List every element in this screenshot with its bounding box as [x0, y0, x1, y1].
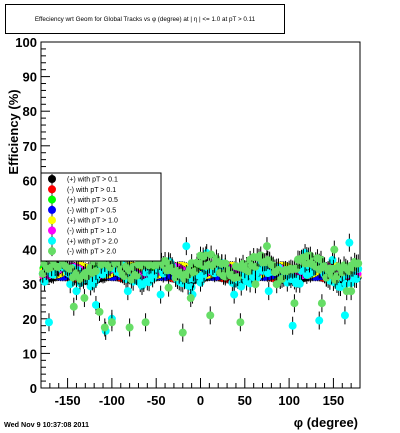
- x-tick-label: 50: [238, 393, 252, 408]
- x-tick-label: -100: [99, 393, 125, 408]
- data-point: [272, 280, 281, 289]
- data-point: [290, 299, 299, 308]
- data-point: [347, 287, 356, 296]
- data-point: [178, 328, 187, 337]
- legend-marker: [48, 175, 56, 183]
- x-tick-label: 100: [278, 393, 300, 408]
- data-point: [156, 290, 165, 299]
- data-point: [191, 267, 200, 276]
- y-tick-label: 10: [23, 346, 37, 361]
- legend-marker: [48, 185, 56, 194]
- y-tick-label: 50: [23, 208, 37, 223]
- timestamp: Wed Nov 9 10:37:08 2011: [4, 420, 89, 429]
- y-tick-label: 90: [23, 70, 37, 85]
- x-tick-label: 150: [323, 393, 345, 408]
- data-point: [91, 300, 100, 309]
- data-point: [352, 274, 361, 283]
- y-tick-label: 0: [30, 381, 37, 396]
- legend-marker: [48, 236, 56, 245]
- legend-marker: [48, 247, 56, 256]
- chart-title: Effeciency wrt Geom for Global Tracks vs…: [34, 15, 256, 23]
- data-point: [123, 287, 132, 296]
- data-point: [186, 294, 195, 303]
- data-point: [72, 287, 81, 296]
- data-point: [125, 323, 134, 332]
- data-point: [340, 311, 349, 320]
- data-point: [288, 321, 297, 330]
- data-point: [244, 267, 253, 276]
- data-point: [80, 294, 89, 303]
- data-point: [251, 280, 260, 289]
- data-point: [206, 311, 215, 320]
- y-tick-label: 20: [23, 312, 37, 327]
- data-point: [107, 318, 116, 327]
- data-point: [53, 262, 62, 271]
- data-point: [256, 251, 265, 260]
- y-tick-label: 70: [23, 139, 37, 154]
- data-point: [262, 242, 271, 251]
- x-axis-label: φ (degree): [294, 415, 358, 430]
- data-point: [69, 302, 78, 311]
- legend-label: (+) with pT > 1.0: [67, 218, 118, 225]
- legend-label: (-) with pT > 0.5: [67, 207, 116, 214]
- y-tick-label: 30: [23, 277, 37, 292]
- data-point: [264, 287, 273, 296]
- data-point: [317, 299, 326, 308]
- legend-label: (+) with pT > 0.5: [67, 197, 118, 204]
- y-tick-label: 80: [23, 104, 37, 119]
- x-tick-label: -150: [55, 393, 81, 408]
- data-point: [305, 259, 314, 268]
- data-points: [38, 233, 363, 342]
- y-axis-label: Efficiency (%): [6, 89, 21, 174]
- data-point: [132, 271, 141, 280]
- data-point: [182, 242, 191, 251]
- data-point: [237, 282, 246, 291]
- data-point: [91, 267, 100, 276]
- legend-marker: [48, 195, 56, 204]
- data-point: [138, 280, 147, 289]
- data-point: [330, 245, 339, 254]
- data-point: [187, 283, 196, 292]
- data-point: [233, 273, 242, 282]
- data-point: [164, 283, 173, 292]
- data-point: [295, 279, 304, 288]
- y-tick-label: 100: [15, 35, 37, 50]
- legend-marker: [48, 216, 56, 225]
- x-tick-label: 0: [197, 393, 204, 408]
- legend-box: [40, 172, 162, 262]
- data-point: [230, 290, 239, 299]
- legend-label: (-) with pT > 0.1: [67, 187, 116, 194]
- data-point: [236, 318, 245, 327]
- axis-ticks: 0 10 20 30 40 50 60 70 80 90 100 -150 -100 -50 0 50 100 1…: [15, 35, 361, 408]
- legend-marker: [48, 226, 56, 235]
- data-point: [40, 277, 49, 286]
- legend-label: (+) with pT > 2.0: [67, 238, 118, 245]
- data-point: [95, 307, 104, 316]
- data-point: [221, 259, 230, 268]
- data-point: [315, 316, 324, 325]
- data-point: [141, 318, 150, 327]
- legend-marker: [48, 205, 56, 214]
- data-point: [66, 280, 75, 289]
- y-tick-label: 40: [23, 243, 37, 258]
- data-point: [354, 259, 363, 268]
- data-point: [345, 238, 354, 247]
- legend-label: (-) with pT > 2.0: [67, 249, 116, 256]
- data-point: [44, 318, 53, 327]
- data-point: [199, 252, 208, 261]
- y-tick-label: 60: [23, 173, 37, 188]
- legend-label: (+) with pT > 0.1: [67, 177, 118, 184]
- data-point: [292, 264, 301, 273]
- legend-label: (-) with pT > 1.0: [67, 228, 116, 235]
- data-point: [251, 262, 260, 271]
- chart-title-box: Effeciency wrt Geom for Global Tracks vs…: [5, 4, 285, 34]
- legend: (+) with pT > 0.1 (-) with pT > 0.1 (+) wi…: [40, 172, 162, 262]
- data-point: [100, 323, 109, 332]
- x-tick-label: -50: [147, 393, 166, 408]
